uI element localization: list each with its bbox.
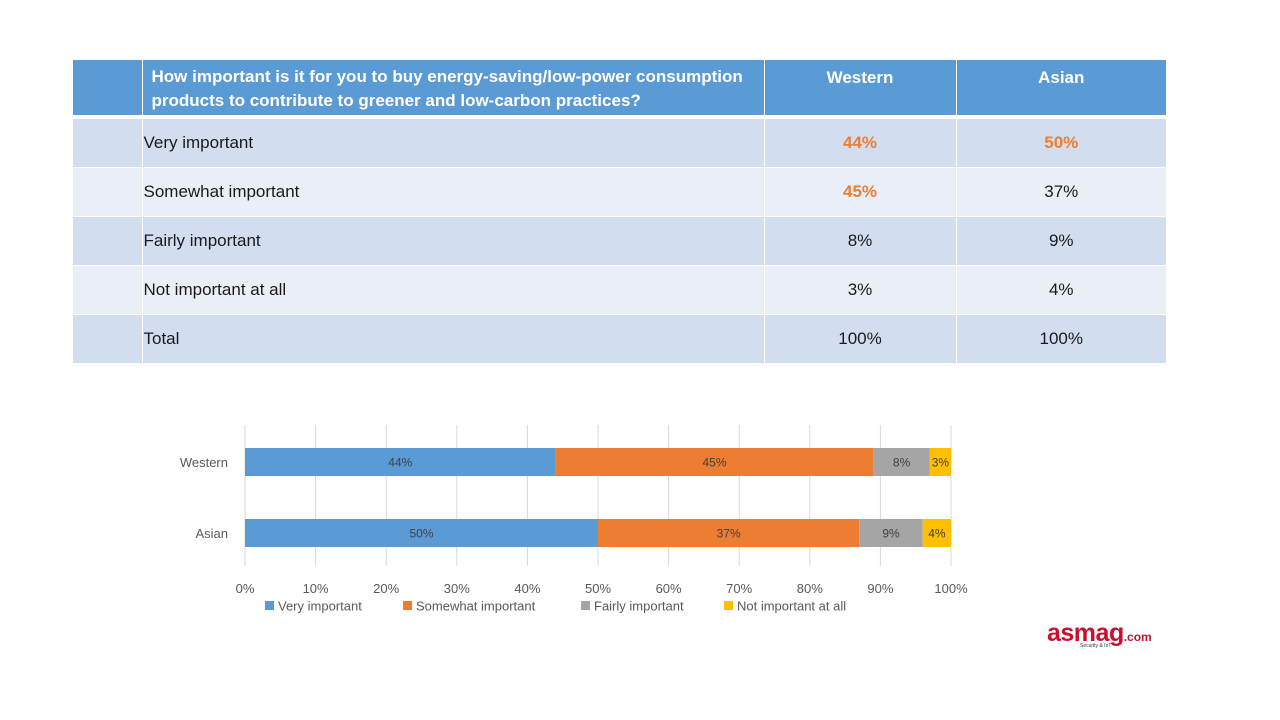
row-label: Very important xyxy=(142,117,765,168)
asmag-logo: asmag.com Security & IoT xyxy=(1047,619,1152,649)
western-value: 100% xyxy=(764,314,957,364)
data-label: 9% xyxy=(882,527,900,541)
legend-label: Very important xyxy=(278,599,362,614)
row-blank-cell xyxy=(73,216,143,266)
x-tick-label: 50% xyxy=(585,581,611,596)
table-row: Not important at all 3% 4% xyxy=(73,265,1166,315)
x-tick-label: 30% xyxy=(444,581,470,596)
header-blank-cell xyxy=(73,60,143,119)
row-blank-cell xyxy=(73,117,143,168)
legend-swatch xyxy=(265,601,274,610)
row-label: Total xyxy=(142,314,765,364)
bar-segment xyxy=(245,519,598,547)
western-value: 45% xyxy=(764,167,957,217)
table-row: Fairly important 8% 9% xyxy=(73,216,1166,266)
bar-segment xyxy=(859,519,923,547)
bar-segment xyxy=(922,519,951,547)
category-label: Western xyxy=(180,455,228,470)
row-label: Somewhat important xyxy=(142,167,765,217)
data-label: 8% xyxy=(893,456,911,470)
x-tick-label: 80% xyxy=(797,581,823,596)
legend-swatch xyxy=(581,601,590,610)
row-blank-cell xyxy=(73,314,143,364)
data-label: 4% xyxy=(928,527,946,541)
legend-label: Somewhat important xyxy=(416,599,536,614)
data-label: 3% xyxy=(932,456,950,470)
x-tick-label: 70% xyxy=(726,581,752,596)
bar-segment xyxy=(873,448,930,476)
asian-value: 37% xyxy=(956,167,1166,217)
row-blank-cell xyxy=(73,265,143,315)
column-header-asian: Asian xyxy=(956,60,1166,119)
western-value: 3% xyxy=(764,265,957,315)
question-header: How important is it for you to buy energ… xyxy=(142,60,765,119)
asian-value: 50% xyxy=(956,117,1166,168)
table-row: Very important 44% 50% xyxy=(73,117,1166,168)
asian-value: 100% xyxy=(956,314,1166,364)
x-tick-label: 100% xyxy=(934,581,968,596)
table-row: Total 100% 100% xyxy=(73,314,1166,364)
x-tick-label: 10% xyxy=(303,581,329,596)
data-label: 44% xyxy=(388,456,412,470)
bar-segment xyxy=(929,448,951,476)
logo-name: asmag xyxy=(1047,619,1124,647)
row-label: Not important at all xyxy=(142,265,765,315)
table-header-row: How important is it for you to buy energ… xyxy=(73,60,1166,119)
legend-label: Not important at all xyxy=(737,599,846,614)
x-tick-label: 20% xyxy=(373,581,399,596)
western-value: 8% xyxy=(764,216,957,266)
asian-value: 9% xyxy=(956,216,1166,266)
data-label: 37% xyxy=(717,527,741,541)
x-tick-label: 0% xyxy=(236,581,255,596)
column-header-western: Western xyxy=(764,60,957,119)
survey-table: How important is it for you to buy energ… xyxy=(73,60,1166,364)
bar-segment xyxy=(245,448,556,476)
logo-tagline: Security & IoT xyxy=(1080,643,1112,649)
row-label: Fairly important xyxy=(142,216,765,266)
bar-segment xyxy=(555,448,874,476)
western-value: 44% xyxy=(764,117,957,168)
bar-segment xyxy=(598,519,860,547)
x-tick-label: 60% xyxy=(656,581,682,596)
table-row: Somewhat important 45% 37% xyxy=(73,167,1166,217)
x-tick-label: 90% xyxy=(867,581,893,596)
legend-swatch xyxy=(403,601,412,610)
category-label: Asian xyxy=(195,526,228,541)
asian-value: 4% xyxy=(956,265,1166,315)
x-tick-label: 40% xyxy=(514,581,540,596)
data-label: 45% xyxy=(702,456,726,470)
logo-suffix: .com xyxy=(1123,630,1152,644)
data-label: 50% xyxy=(409,527,433,541)
row-blank-cell xyxy=(73,167,143,217)
legend-swatch xyxy=(724,601,733,610)
legend-label: Fairly important xyxy=(594,599,684,614)
